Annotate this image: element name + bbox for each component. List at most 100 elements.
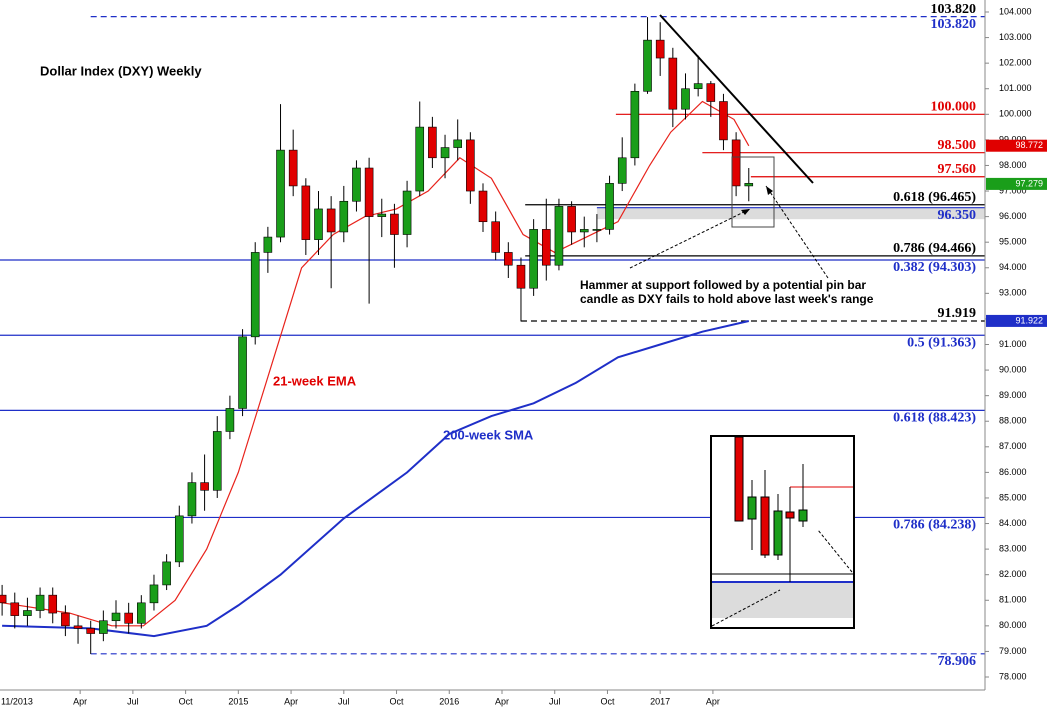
candle-body [99,620,108,634]
annotation: candle as DXY fails to hold above last w… [580,292,874,306]
candle-body [314,208,323,240]
x-tick-label: Apr [495,696,509,706]
candle-body [643,39,652,92]
candle-body [478,190,488,223]
candle-body [238,336,247,409]
y-tick-label: 98.000 [999,160,1027,170]
candle-body [630,90,640,159]
y-tick-label: 97.000 [999,185,1027,195]
candle-body [23,610,32,616]
x-tick-label: 11/2013 [1,696,33,706]
x-tick-label: Jul [338,696,350,706]
candle-body [200,482,209,491]
inset-candle [760,496,770,556]
x-tick-label: Oct [390,696,405,706]
y-tick-label: 95.000 [999,237,1027,247]
price-tag [986,314,1047,327]
inset-candle [773,510,783,556]
y-tick-label: 94.000 [999,262,1027,272]
x-tick-label: Jul [127,696,139,706]
candle-body [466,139,475,192]
candle-body [541,229,551,266]
candle-body [681,88,690,110]
y-tick-label: 87.000 [999,441,1027,451]
candle-body [301,185,311,240]
price-tag-label: 91.922 [1015,315,1043,325]
candle-body [731,139,741,187]
candle-body [554,206,564,266]
annotation: Hammer at support followed by a potentia… [580,278,866,292]
y-tick-label: 83.000 [999,543,1027,553]
candle-body [364,167,374,217]
candle-body [86,628,95,634]
inset-candle [747,496,757,520]
y-tick-label: 88.000 [999,416,1027,426]
candle-body [10,602,20,616]
candle-body [567,206,576,233]
level-label: 96.350 [938,208,977,223]
x-tick-label: 2015 [228,696,248,706]
candle-body [124,612,133,624]
arrow [765,185,829,279]
candle-body [390,213,399,235]
candle-body [111,612,121,622]
candle-body [504,252,513,266]
line-series [2,320,750,638]
candle-body [61,612,70,627]
x-tick-label: 2017 [650,696,670,706]
inset-arrow [817,529,853,573]
candle-body [73,625,83,629]
candle-body [137,602,146,624]
y-tick-label: 89.000 [999,390,1027,400]
y-tick-label: 91.000 [999,339,1027,349]
candle-body [693,83,703,90]
y-tick-label: 96.000 [999,211,1027,221]
candle-body [744,183,754,187]
x-tick-label: Oct [600,696,615,706]
candle-body [35,594,45,611]
candle-body [276,149,285,238]
candle-body [605,183,614,230]
candle-body [263,236,273,253]
y-tick-label: 78.000 [999,671,1027,681]
x-tick-label: Oct [179,696,194,706]
trend-line [659,14,814,184]
arrow [629,208,751,269]
candle-body [402,190,412,235]
candle-body [162,561,171,586]
y-tick-label: 104.000 [999,6,1032,16]
x-tick-label: Apr [73,696,87,706]
highlight-box [731,156,775,228]
y-tick-label: 84.000 [999,518,1027,528]
candle-body [212,431,222,491]
candle-body [579,229,589,233]
price-tag [986,177,1047,190]
level-label: 0.786 (94.466) [893,241,976,256]
y-tick-label: 79.000 [999,646,1027,656]
candle-body [339,200,349,233]
y-tick-label: 93.000 [999,288,1027,298]
level-label: 97.560 [938,162,977,177]
y-tick-label: 99.000 [999,134,1027,144]
candle-body [225,408,235,432]
y-tick-label: 100.000 [999,109,1032,119]
y-tick-label: 102.000 [999,58,1032,68]
candle-body [250,252,260,338]
level-label: 78.906 [938,654,977,669]
y-tick-label: 86.000 [999,467,1027,477]
y-tick-label: 103.000 [999,32,1032,42]
candle-body [377,213,387,217]
candle-body [415,126,425,192]
plot-layer [0,17,754,654]
candle-body [706,83,716,102]
x-tick-label: Apr [284,696,298,706]
y-tick-label: 81.000 [999,595,1027,605]
arrow-head [741,209,750,215]
sma-label: 200-week SMA [443,427,534,442]
candle-body [491,221,500,253]
candle-body [187,482,197,517]
line-series [2,100,750,627]
level-tag: 103.820 [931,2,977,17]
candle-body [592,229,602,231]
